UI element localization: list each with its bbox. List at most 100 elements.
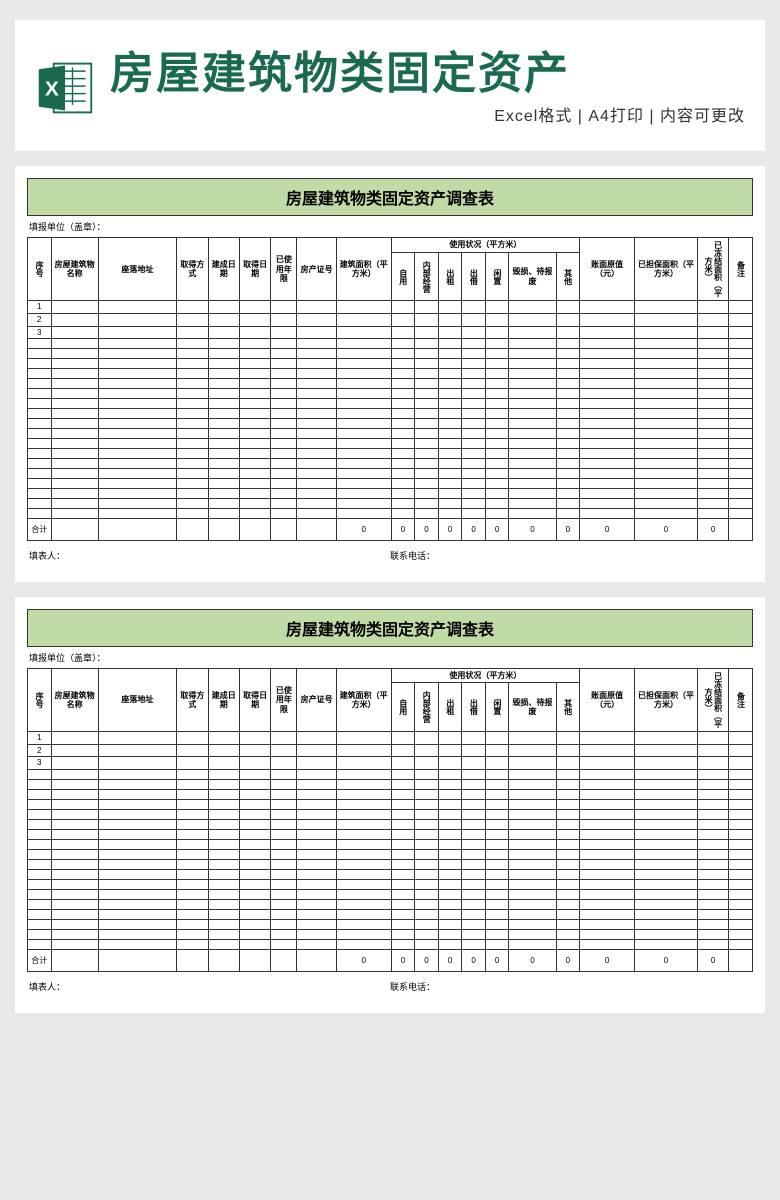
cell <box>297 889 336 899</box>
col-acquire-method: 取得方式 <box>177 238 208 301</box>
cell <box>239 919 270 929</box>
cell <box>509 509 556 519</box>
cell <box>438 449 462 459</box>
cell <box>28 879 52 889</box>
cell <box>271 744 297 757</box>
cell <box>729 326 753 339</box>
cell <box>556 301 580 314</box>
cell <box>697 859 728 869</box>
cell <box>438 929 462 939</box>
cell <box>729 929 753 939</box>
cell <box>635 879 698 889</box>
cell <box>485 909 509 919</box>
cell <box>239 459 270 469</box>
cell <box>239 839 270 849</box>
cell <box>697 869 728 879</box>
cell <box>208 389 239 399</box>
cell <box>697 429 728 439</box>
cell <box>336 732 391 745</box>
cell <box>177 313 208 326</box>
totals-label: 合计 <box>28 949 52 971</box>
cell <box>208 349 239 359</box>
cell <box>51 301 98 314</box>
cell <box>438 889 462 899</box>
cell <box>391 301 415 314</box>
cell <box>271 819 297 829</box>
cell <box>208 899 239 909</box>
cell <box>509 849 556 859</box>
col-usage-internal: 内部经营 <box>415 683 439 732</box>
cell <box>208 339 239 349</box>
cell <box>635 349 698 359</box>
cell <box>297 899 336 909</box>
cell <box>556 789 580 799</box>
cell <box>635 489 698 499</box>
cell <box>729 469 753 479</box>
cell <box>208 849 239 859</box>
cell <box>177 409 208 419</box>
cell <box>462 732 486 745</box>
col-usage-damage: 毁损、待报废 <box>509 252 556 301</box>
col-acquire-date: 取得日期 <box>239 238 270 301</box>
cell <box>729 769 753 779</box>
cell <box>336 869 391 879</box>
cell <box>556 829 580 839</box>
cell <box>177 919 208 929</box>
cell <box>509 809 556 819</box>
table-row <box>28 459 753 469</box>
cell <box>271 389 297 399</box>
col-usage-rent: 出租 <box>438 252 462 301</box>
cell <box>462 809 486 819</box>
cell <box>239 429 270 439</box>
cell <box>336 859 391 869</box>
cell <box>556 489 580 499</box>
cell <box>462 789 486 799</box>
row-seq: 1 <box>28 732 52 745</box>
cell <box>177 449 208 459</box>
col-usage-self: 自用 <box>391 683 415 732</box>
cell <box>297 732 336 745</box>
cell <box>415 301 439 314</box>
cell <box>177 379 208 389</box>
cell <box>485 499 509 509</box>
cell <box>635 789 698 799</box>
cell <box>462 859 486 869</box>
cell <box>336 489 391 499</box>
cell <box>438 809 462 819</box>
cell <box>391 339 415 349</box>
cell <box>729 419 753 429</box>
cell <box>635 819 698 829</box>
cell <box>51 489 98 499</box>
cell <box>391 819 415 829</box>
cell <box>556 799 580 809</box>
cell <box>635 313 698 326</box>
table-row: 2 <box>28 313 753 326</box>
col-build-date: 建成日期 <box>208 669 239 732</box>
cell <box>509 489 556 499</box>
cell <box>336 839 391 849</box>
cell <box>51 519 98 541</box>
cell <box>391 349 415 359</box>
cell <box>98 757 177 770</box>
cell <box>509 399 556 409</box>
cell <box>239 757 270 770</box>
cell <box>635 326 698 339</box>
cell <box>208 409 239 419</box>
cell <box>208 909 239 919</box>
cell <box>485 479 509 489</box>
cell <box>462 779 486 789</box>
cell <box>485 744 509 757</box>
cell <box>485 326 509 339</box>
cell <box>239 489 270 499</box>
cell <box>462 439 486 449</box>
total-collateral: 0 <box>635 949 698 971</box>
cell <box>729 879 753 889</box>
cell <box>580 349 635 359</box>
cell <box>635 301 698 314</box>
cell <box>729 859 753 869</box>
cell <box>51 789 98 799</box>
cell <box>208 499 239 509</box>
cell <box>415 419 439 429</box>
cell <box>98 369 177 379</box>
cell <box>729 389 753 399</box>
